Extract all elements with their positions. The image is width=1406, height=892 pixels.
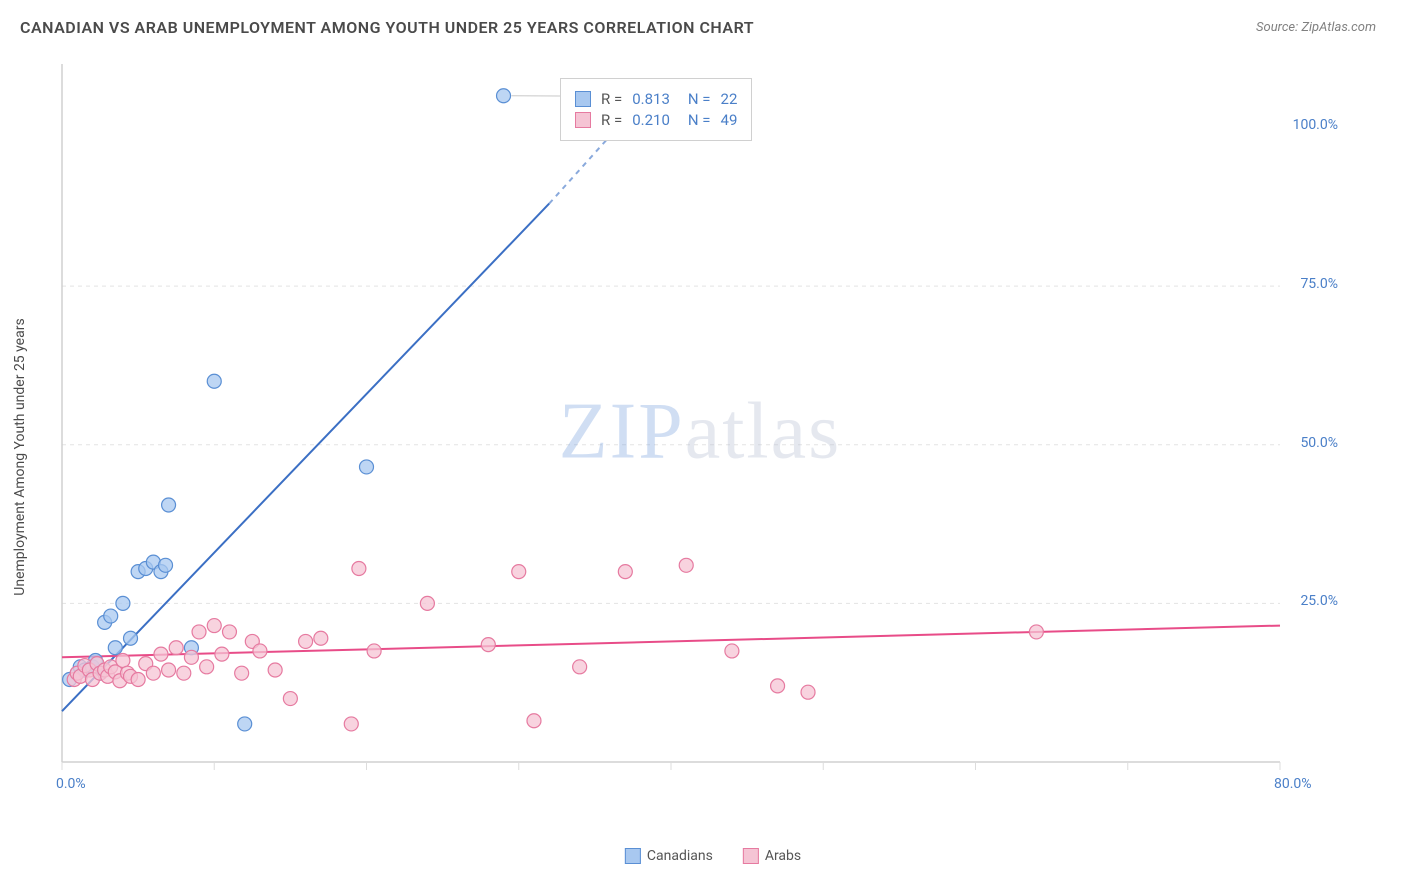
stats-swatch [575,112,591,128]
stats-row: R = 0.210 N = 49 [575,111,737,129]
source-attribution: Source: ZipAtlas.com [1256,20,1376,35]
stat-r-label: R = [601,90,622,108]
legend-item-arabs: Arabs [743,848,801,864]
chart-title: CANADIAN VS ARAB UNEMPLOYMENT AMONG YOUT… [20,18,754,37]
source-name: ZipAtlas.com [1301,20,1376,35]
chart-svg [60,62,1340,802]
plot-area: ZIPatlas R = 0.813N = 22R = 0.210N = 49 … [60,62,1340,802]
stats-row: R = 0.813 N = 22 [575,90,737,108]
legend-swatch-arabs [743,848,759,864]
legend-label-canadians: Canadians [647,848,713,864]
stat-r-value: 0.813 [632,90,670,108]
y-tick-label: 100.0% [1293,117,1338,133]
stat-n-label: N = [688,111,711,129]
stat-r-label: R = [601,111,622,129]
chart-header: CANADIAN VS ARAB UNEMPLOYMENT AMONG YOUT… [0,0,1406,47]
y-axis-label: Unemployment Among Youth under 25 years [12,318,28,595]
y-tick-label: 75.0% [1300,276,1338,292]
y-tick-label: 25.0% [1300,593,1338,609]
y-tick-label: 50.0% [1300,435,1338,451]
source-prefix: Source: [1256,20,1301,35]
legend-swatch-canadians [625,848,641,864]
stats-box: R = 0.813 N = 22 R = 0.210 N = 49 [560,78,752,141]
legend-label-arabs: Arabs [765,848,801,864]
stat-n-value: 49 [721,111,738,129]
x-tick-label: 80.0% [1274,776,1312,792]
stat-n-label: N = [688,90,711,108]
stats-swatch [575,91,591,107]
stat-n-value: 22 [721,90,738,108]
chart-area: Unemployment Among Youth under 25 years … [40,52,1386,862]
legend: Canadians Arabs [625,848,801,864]
legend-item-canadians: Canadians [625,848,713,864]
x-tick-label: 0.0% [56,776,86,792]
stat-r-value: 0.210 [632,111,670,129]
